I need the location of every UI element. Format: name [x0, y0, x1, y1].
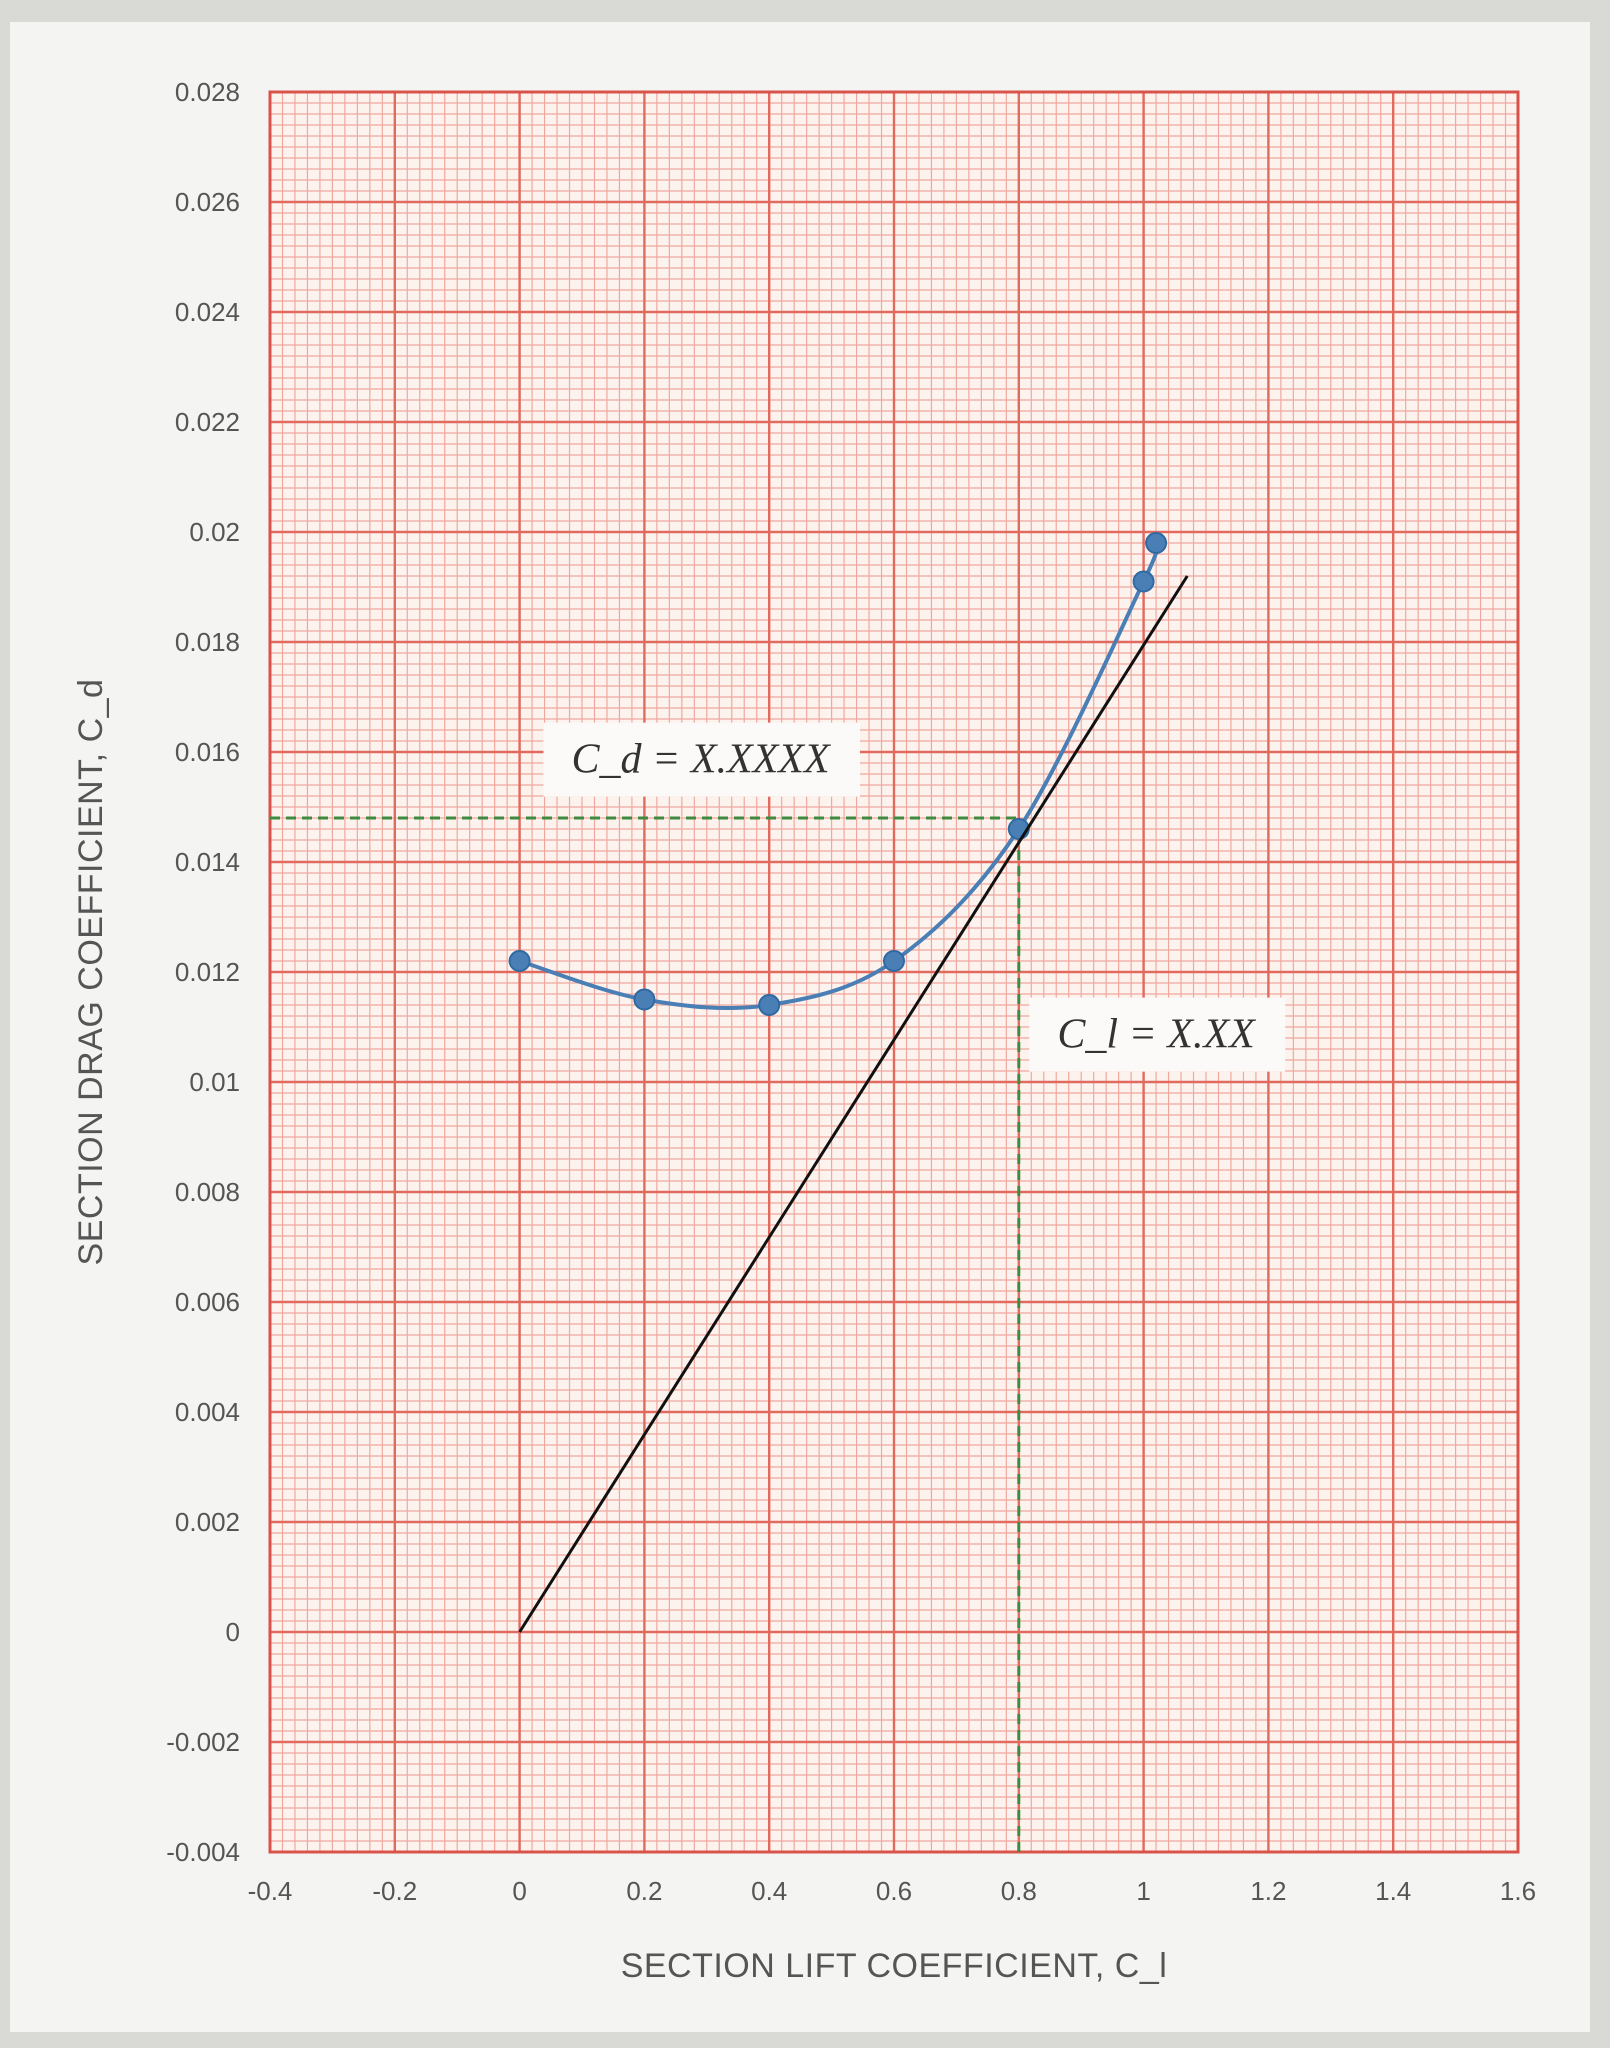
x-tick-label: 1.2 [1250, 1876, 1286, 1906]
y-tick-label: 0.002 [175, 1507, 240, 1537]
y-tick-label: 0.004 [175, 1397, 240, 1427]
tangent-line [518, 575, 1189, 1633]
x-tick-label: 1 [1136, 1876, 1150, 1906]
chart-sheet: C_d = X.XXXX C_l = X.XX -0.4 -0.2 0 0.2 0.4 0.… [10, 22, 1590, 2032]
x-tick-label: 0.2 [626, 1876, 662, 1906]
y-tick-label: 0.01 [189, 1067, 240, 1097]
series-layer [508, 532, 1189, 1633]
y-tick-label: 0.02 [189, 517, 240, 547]
data-point [633, 988, 656, 1011]
x-tick-label: 1.4 [1375, 1876, 1411, 1906]
drag-polar-chart: C_d = X.XXXX C_l = X.XX -0.4 -0.2 0 0.2 0.4 0.… [72, 77, 1536, 1985]
x-axis-title: SECTION LIFT COEFFICIENT, C_l [621, 1947, 1168, 1985]
data-point [508, 950, 531, 972]
data-point [1132, 570, 1155, 593]
y-tick-label: 0.012 [175, 957, 240, 987]
reference-lines [270, 816, 1021, 1852]
y-tick-label: 0.022 [175, 407, 240, 437]
callouts: C_d = X.XXXX C_l = X.XX [543, 722, 1286, 1072]
y-tick-label: 0.006 [175, 1287, 240, 1317]
y-tick-label: 0 [226, 1617, 240, 1647]
y-tick-label: 0.024 [175, 297, 240, 327]
x-tick-labels: -0.4 -0.2 0 0.2 0.4 0.6 0.8 1 1.2 1.4 1.6 [248, 1876, 1536, 1906]
x-tick-label: 0.4 [751, 1876, 787, 1906]
x-tick-label: 0 [512, 1876, 526, 1906]
y-tick-label: -0.002 [166, 1727, 240, 1757]
lift-coefficient-callout: C_l = X.XX [1057, 1012, 1257, 1058]
x-tick-label: 0.8 [1001, 1876, 1037, 1906]
x-tick-label: -0.4 [248, 1876, 293, 1906]
y-tick-label: 0.018 [175, 627, 240, 657]
x-tick-label: 0.6 [876, 1876, 912, 1906]
y-tick-labels: 0.028 0.026 0.024 0.022 0.02 0.018 0.016 0.014 0… [166, 77, 240, 1867]
y-tick-label: 0.014 [175, 847, 240, 877]
y-tick-label: 0.008 [175, 1177, 240, 1207]
y-tick-label: -0.004 [166, 1837, 240, 1867]
drag-coefficient-callout: C_d = X.XXXX [571, 737, 831, 783]
x-tick-label: 1.6 [1500, 1876, 1536, 1906]
y-tick-label: 0.026 [175, 187, 240, 217]
y-tick-label: 0.016 [175, 737, 240, 767]
x-tick-label: -0.2 [372, 1876, 417, 1906]
y-tick-label: 0.028 [175, 77, 240, 107]
y-axis-title: SECTION DRAG COEFFICIENT, C_d [72, 679, 110, 1266]
data-point [1145, 532, 1168, 554]
lift-coefficient-callout-box [1029, 997, 1286, 1072]
drag-coefficient-callout-box [543, 722, 860, 797]
data-point [758, 994, 781, 1016]
data-point [883, 950, 905, 972]
plot-border [268, 90, 1520, 1854]
